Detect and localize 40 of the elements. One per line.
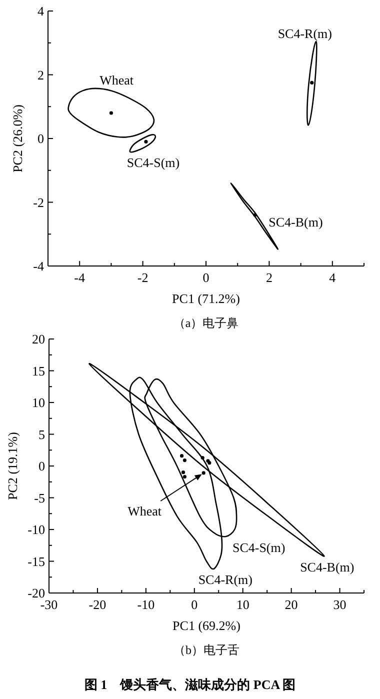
y-tick-label: -4: [33, 258, 44, 274]
point: [144, 140, 148, 144]
x-tick-label: 30: [333, 597, 346, 612]
y-tick-label: 0: [38, 131, 44, 146]
y-tick-label: -5: [34, 490, 45, 506]
y-tick-label: -10: [28, 522, 45, 537]
y-tick-label: 5: [38, 426, 45, 442]
annotation: SC4-R(m): [278, 26, 332, 41]
x-tick-label: 10: [236, 597, 250, 612]
x-tick-label: 0: [191, 597, 198, 612]
x-tick-label: -2: [137, 270, 148, 285]
point: [253, 213, 257, 217]
x-tick-label: -4: [74, 270, 86, 285]
x-tick-label: 20: [284, 597, 298, 612]
y-axis-title: PC2 (19.1%): [5, 432, 20, 500]
annotation: SC4-R(m): [198, 572, 252, 588]
y-tick-label: 15: [32, 363, 45, 378]
x-axis-title: PC1 (69.2%): [172, 618, 240, 633]
x-axis-title: PC1 (71.2%): [172, 291, 240, 306]
y-tick-label: 10: [32, 395, 45, 410]
y-tick-label: 20: [32, 332, 45, 346]
y-tick-label: 2: [38, 67, 44, 82]
y-tick-label: -15: [28, 554, 45, 569]
x-tick-label: -20: [88, 597, 106, 612]
y-tick-label: -2: [33, 194, 44, 210]
x-tick-label: 0: [202, 270, 210, 285]
point: [310, 80, 314, 85]
annotation: SC4-B(m): [268, 214, 323, 230]
annotation: SC4-B(m): [300, 559, 354, 574]
text: （b）电子舌: [174, 643, 240, 657]
annotation: Wheat: [100, 72, 134, 88]
annotation: SC4-S(m): [126, 154, 180, 170]
y-axis-title: PC2 (26.0%): [10, 104, 25, 172]
text: （a）电子鼻: [173, 316, 239, 330]
y-tick-label: 4: [38, 4, 44, 18]
y-tick-label: 0: [38, 458, 45, 474]
x-tick-label: -10: [137, 597, 155, 612]
x-tick-label: 4: [329, 270, 336, 285]
x-tick-label: 2: [266, 270, 272, 285]
caption: 图 1 馒头香气、滋味成分的 PCA 图: [84, 677, 296, 692]
